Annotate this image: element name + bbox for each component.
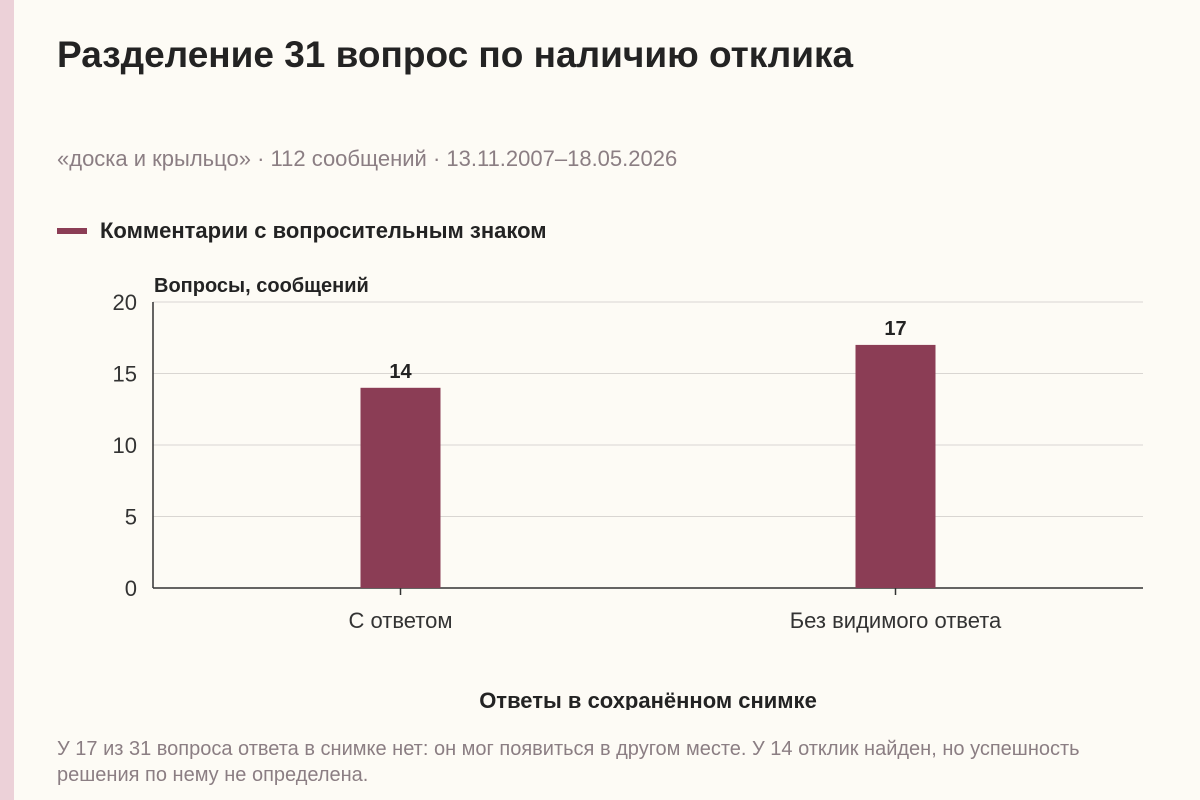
y-tick-label: 15 [113,362,137,387]
bar-value-label: 14 [389,361,412,383]
x-axis-title: Ответы в сохранённом снимке [479,688,817,710]
legend-label: Комментарии с вопросительным знаком [100,218,547,243]
chart-title: Разделение 31 вопрос по наличию отклика [57,34,854,75]
x-tick-label: С ответом [349,608,453,633]
bar-chart: 0 5 10 15 20 Вопросы, сообщений 14 С ответом 17 Б… [113,275,1143,710]
bar [360,387,441,588]
footnote: У 17 из 31 вопроса ответа в снимке нет: … [57,738,1080,786]
bar [855,344,936,588]
legend: Комментарии с вопросительным знаком [57,218,547,244]
y-tick-label: 20 [113,290,137,315]
legend-swatch [57,228,87,234]
bar-value-label: 17 [884,318,906,340]
y-axis-title: Вопросы, сообщений [154,275,369,297]
x-tick-label: Без видимого ответа [790,608,1002,633]
y-tick-label: 5 [125,505,137,530]
y-tick-label: 0 [125,576,137,601]
y-tick-label: 10 [113,433,137,458]
side-accent-strip [0,0,14,800]
chart-subtitle: «доска и крыльцо» · 112 сообщений · 13.1… [57,146,678,171]
